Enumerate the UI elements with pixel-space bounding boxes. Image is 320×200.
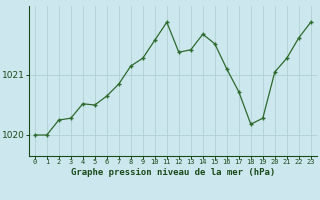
X-axis label: Graphe pression niveau de la mer (hPa): Graphe pression niveau de la mer (hPa)	[71, 168, 275, 177]
